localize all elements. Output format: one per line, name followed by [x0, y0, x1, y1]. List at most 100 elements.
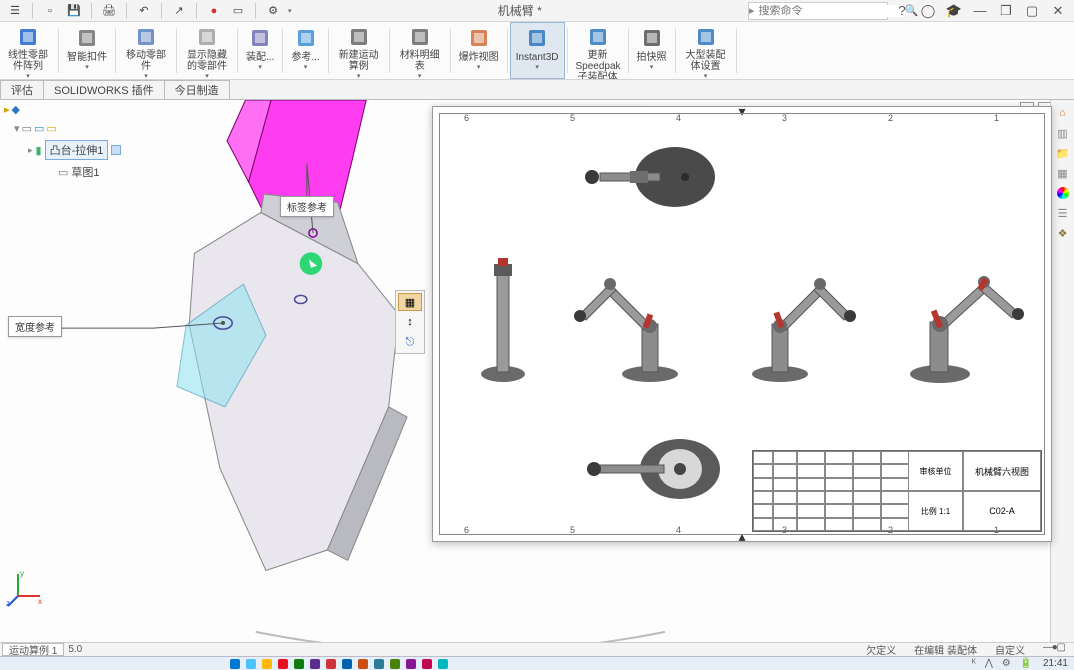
- ribbon-icon: [408, 26, 432, 48]
- ruler-num: 2: [888, 113, 893, 123]
- forum-icon[interactable]: ❖: [1054, 224, 1072, 242]
- appearances-icon[interactable]: [1054, 184, 1072, 202]
- ribbon-材料明细表[interactable]: 材料明细表▾: [392, 22, 448, 79]
- help-icon[interactable]: ?: [890, 1, 914, 21]
- extrude-icon: ▮: [36, 144, 42, 157]
- tab-today[interactable]: 今日制造: [164, 80, 230, 99]
- ribbon-线性零部件阵列[interactable]: 线性零部件阵列▾: [0, 22, 56, 79]
- drawing-top-view: [570, 142, 720, 212]
- orientation-triad[interactable]: y x z: [6, 568, 46, 608]
- tree-filter-icon[interactable]: ▸: [4, 103, 10, 116]
- search-input[interactable]: [755, 5, 905, 17]
- resources-icon[interactable]: ⌂: [1054, 104, 1072, 122]
- ruler-num: 4: [676, 525, 681, 535]
- ribbon-显示隐藏的零部件[interactable]: 显示隐藏的零部件▾: [179, 22, 235, 79]
- chevron-down-icon: ▾: [205, 72, 209, 80]
- ruler-num: 3: [782, 113, 787, 123]
- restore-icon[interactable]: ❐: [994, 1, 1018, 21]
- ctx-exit-icon[interactable]: ⎋: [398, 333, 422, 351]
- custom-props-icon[interactable]: ☰: [1054, 204, 1072, 222]
- rebuild-icon[interactable]: ●: [205, 2, 223, 20]
- ribbon-label: 更新Speedpak子装配体: [576, 50, 620, 80]
- ribbon-icon: [75, 26, 99, 50]
- ribbon-大型装配体设置[interactable]: 大型装配体设置▾: [678, 22, 734, 79]
- tree-hide-icon[interactable]: ▭: [46, 122, 56, 135]
- ribbon-label: 拍快照: [637, 52, 667, 63]
- tray-icons[interactable]: ᴷ ⋀ ⚙ 🔋: [972, 658, 1035, 669]
- tree-home-icon[interactable]: ◆: [12, 103, 20, 116]
- close-icon[interactable]: ✕: [1046, 1, 1070, 21]
- ribbon-icon: [294, 26, 318, 50]
- pointer-icon[interactable]: ↗: [170, 2, 188, 20]
- print-icon[interactable]: 🖨: [100, 2, 118, 20]
- ruler-num: 4: [676, 113, 681, 123]
- ruler-num: 6: [464, 113, 469, 123]
- annotation-tag-ref[interactable]: 标签参考: [280, 196, 334, 217]
- ctx-dim-icon[interactable]: ↕: [398, 313, 422, 331]
- ribbon-label: 显示隐藏的零部件: [185, 50, 229, 72]
- tree-arrow-icon[interactable]: ▸: [28, 145, 33, 156]
- ribbon-label: 新建运动算例: [337, 50, 381, 72]
- ribbon-爆炸视图[interactable]: 爆炸视图▾: [453, 22, 505, 79]
- drawing-window[interactable]: ▾ ▴ 6 5 4 3 2 1 6 5 4 3 2 1: [432, 106, 1052, 542]
- drawing-iso-view: [890, 254, 1030, 384]
- ribbon-装配...[interactable]: 装配...▾: [240, 22, 280, 79]
- new-icon[interactable]: ▫: [41, 2, 59, 20]
- tab-evaluate[interactable]: 评估: [0, 80, 44, 99]
- taskbar-apps[interactable]: [230, 659, 448, 669]
- tree-expand-icon[interactable]: ▾: [14, 122, 20, 135]
- tb-label-2: 比例 1:1: [908, 491, 963, 531]
- chevron-down-icon: ▾: [258, 63, 262, 71]
- ribbon-拍快照[interactable]: 拍快照▾: [631, 22, 673, 79]
- status-custom: 自定义: [995, 642, 1025, 657]
- tab-plugins[interactable]: SOLIDWORKS 插件: [43, 80, 165, 99]
- clock[interactable]: 21:41: [1043, 658, 1068, 669]
- tree-cfg-icon[interactable]: ▭: [22, 122, 32, 135]
- ribbon-label: 参考...: [291, 52, 319, 63]
- ribbon-新建运动算例[interactable]: 新建运动算例▾: [331, 22, 387, 79]
- motion-study-tab[interactable]: 运动算例 1: [2, 643, 64, 656]
- chevron-down-icon: ▾: [144, 72, 148, 80]
- maximize-icon[interactable]: ▢: [1020, 1, 1044, 21]
- status-ver: 5.0: [68, 644, 82, 655]
- feature-end-box: [111, 145, 121, 155]
- ribbon-icon: [134, 26, 158, 48]
- design-lib-icon[interactable]: ▥: [1054, 124, 1072, 142]
- ribbon-label: 爆炸视图: [459, 52, 499, 63]
- learn-icon[interactable]: 🎓: [942, 1, 966, 21]
- chevron-down-icon: ▾: [650, 63, 654, 71]
- minimize-icon[interactable]: —: [968, 1, 992, 21]
- feature-tree: ▸ ◆ ▾ ▭ ▭ ▭ ▸ ▮ 凸台-拉伸1 ▭ 草图1: [0, 100, 180, 182]
- annotation-width-ref[interactable]: 宽度参考: [8, 316, 62, 337]
- search-command-box[interactable]: ▸ 🔍: [748, 2, 888, 20]
- feature-item[interactable]: 凸台-拉伸1: [45, 140, 109, 160]
- drawing-side-view-1: [560, 254, 690, 384]
- ribbon-label: 大型装配体设置: [684, 50, 728, 72]
- gear-icon[interactable]: ⚙: [264, 2, 282, 20]
- view-palette-icon[interactable]: ▦: [1054, 164, 1072, 182]
- chevron-down-icon: ▾: [357, 72, 361, 80]
- ruler-num: 5: [570, 525, 575, 535]
- ribbon-智能扣件[interactable]: 智能扣件▾: [61, 22, 113, 79]
- user-icon[interactable]: ◯: [916, 1, 940, 21]
- ribbon-icon: [248, 26, 272, 50]
- ribbon-移动零部件[interactable]: 移动零部件▾: [118, 22, 174, 79]
- file-explorer-icon[interactable]: 📁: [1054, 144, 1072, 162]
- ribbon-Instant3D[interactable]: Instant3D▾: [510, 22, 565, 79]
- menu-icon[interactable]: ☰: [6, 2, 24, 20]
- status-defined: 欠定义: [866, 642, 896, 657]
- ctx-sketch-icon[interactable]: ▦: [398, 293, 422, 311]
- ribbon-label: 材料明细表: [398, 50, 442, 72]
- undo-icon[interactable]: ↶: [135, 2, 153, 20]
- ribbon-参考...[interactable]: 参考...▾: [285, 22, 325, 79]
- status-editing: 在编辑 装配体: [914, 642, 977, 657]
- ribbon-icon: [586, 26, 610, 48]
- options-icon[interactable]: ▭: [229, 2, 247, 20]
- title-block-name: 机械臂六视图: [963, 451, 1041, 491]
- tree-display-icon[interactable]: ▭: [34, 122, 44, 135]
- command-tabs: 评估 SOLIDWORKS 插件 今日制造: [0, 80, 1074, 100]
- sketch-item[interactable]: 草图1: [71, 164, 99, 180]
- save-icon[interactable]: 💾: [65, 2, 83, 20]
- ribbon-更新Speedpak子装配体[interactable]: 更新Speedpak子装配体▾: [570, 22, 626, 79]
- ribbon-icon: [16, 26, 40, 48]
